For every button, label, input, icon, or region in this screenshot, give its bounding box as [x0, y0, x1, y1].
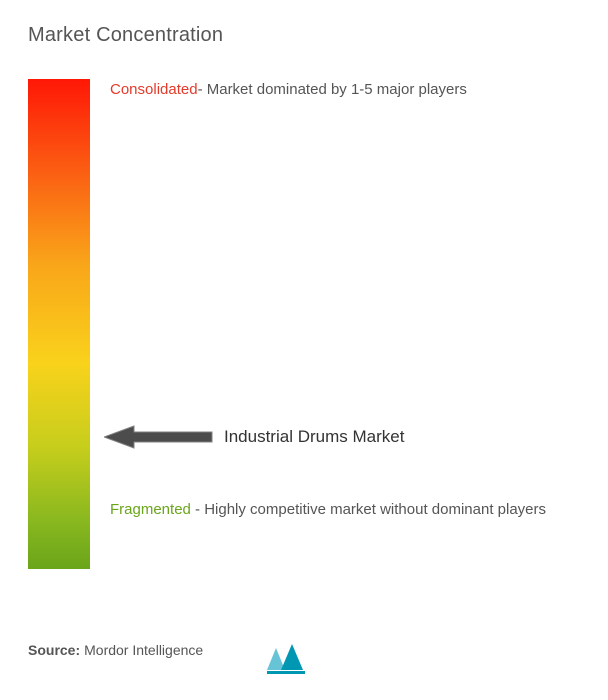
- concentration-gradient-bar: [28, 79, 90, 569]
- labels-column: Consolidated- Market dominated by 1-5 ma…: [110, 79, 590, 569]
- fragmented-desc: - Highly competitive market without domi…: [191, 501, 546, 518]
- fragmented-keyword: Fragmented: [110, 501, 191, 518]
- consolidated-label: Consolidated- Market dominated by 1-5 ma…: [110, 79, 590, 102]
- source-attribution: Source: Mordor Intelligence: [28, 642, 590, 658]
- source-label: Source:: [28, 642, 80, 658]
- chart-area: Consolidated- Market dominated by 1-5 ma…: [28, 79, 590, 569]
- source-name: Mordor Intelligence: [84, 642, 203, 658]
- fragmented-label: Fragmented - Highly competitive market w…: [110, 496, 590, 525]
- arrow-left-icon: [104, 424, 214, 450]
- mordor-logo-icon: [265, 640, 309, 676]
- consolidated-keyword: Consolidated: [110, 81, 198, 98]
- chart-title: Market Concentration: [28, 24, 590, 47]
- market-marker: Industrial Drums Market: [104, 424, 404, 450]
- market-name-label: Industrial Drums Market: [224, 427, 404, 447]
- consolidated-desc: - Market dominated by 1-5 major players: [198, 81, 467, 98]
